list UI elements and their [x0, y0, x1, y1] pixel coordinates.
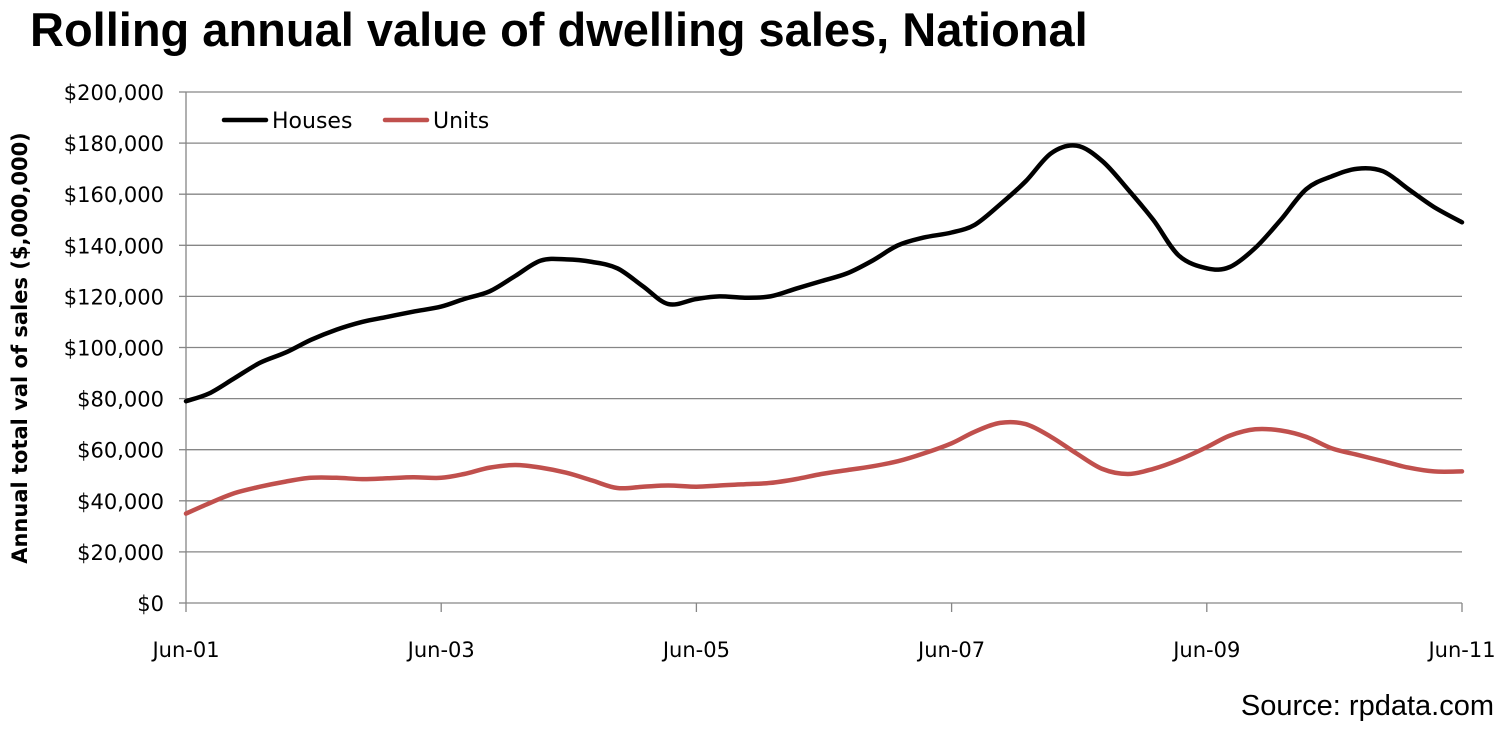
y-tick-label: $120,000: [64, 285, 164, 309]
y-axis-label: Annual total val of sales ($,000,000): [8, 132, 32, 564]
y-tick-label: $160,000: [64, 183, 164, 207]
y-axis-ticks: $0 $20,000 $40,000 $60,000 $80,000 $100,000 $1…: [64, 81, 186, 616]
x-tick-label: Jun-09: [1171, 638, 1240, 662]
source-note: Source: rpdata.com: [1240, 690, 1494, 722]
x-tick-label: Jun-07: [916, 638, 985, 662]
y-tick-label: $180,000: [64, 132, 164, 156]
series-line-houses: [183, 143, 1465, 404]
legend-label-units: Units: [433, 109, 489, 134]
y-tick-label: $100,000: [64, 337, 164, 361]
y-tick-label: $140,000: [64, 234, 164, 258]
x-tick-label: Jun-05: [661, 638, 730, 662]
series-group: [183, 143, 1465, 516]
chart-title: Rolling annual value of dwelling sales, …: [30, 3, 1088, 56]
gridlines: [186, 91, 1462, 553]
y-tick-label: $40,000: [77, 490, 164, 514]
y-tick-label: $0: [137, 592, 164, 616]
legend: Houses Units: [221, 109, 489, 134]
x-tick-label: Jun-11: [1426, 638, 1495, 662]
series-line-units: [183, 419, 1465, 516]
y-tick-label: $200,000: [64, 81, 164, 105]
x-tick-label: Jun-01: [150, 638, 219, 662]
y-tick-label: $80,000: [77, 388, 164, 412]
y-tick-label: $60,000: [77, 439, 164, 463]
legend-label-houses: Houses: [272, 109, 352, 134]
x-tick-label: Jun-03: [406, 638, 475, 662]
y-tick-label: $20,000: [77, 541, 164, 565]
x-axis-ticks: Jun-01 Jun-03 Jun-05 Jun-07 Jun-09 Jun-11: [150, 603, 1496, 662]
